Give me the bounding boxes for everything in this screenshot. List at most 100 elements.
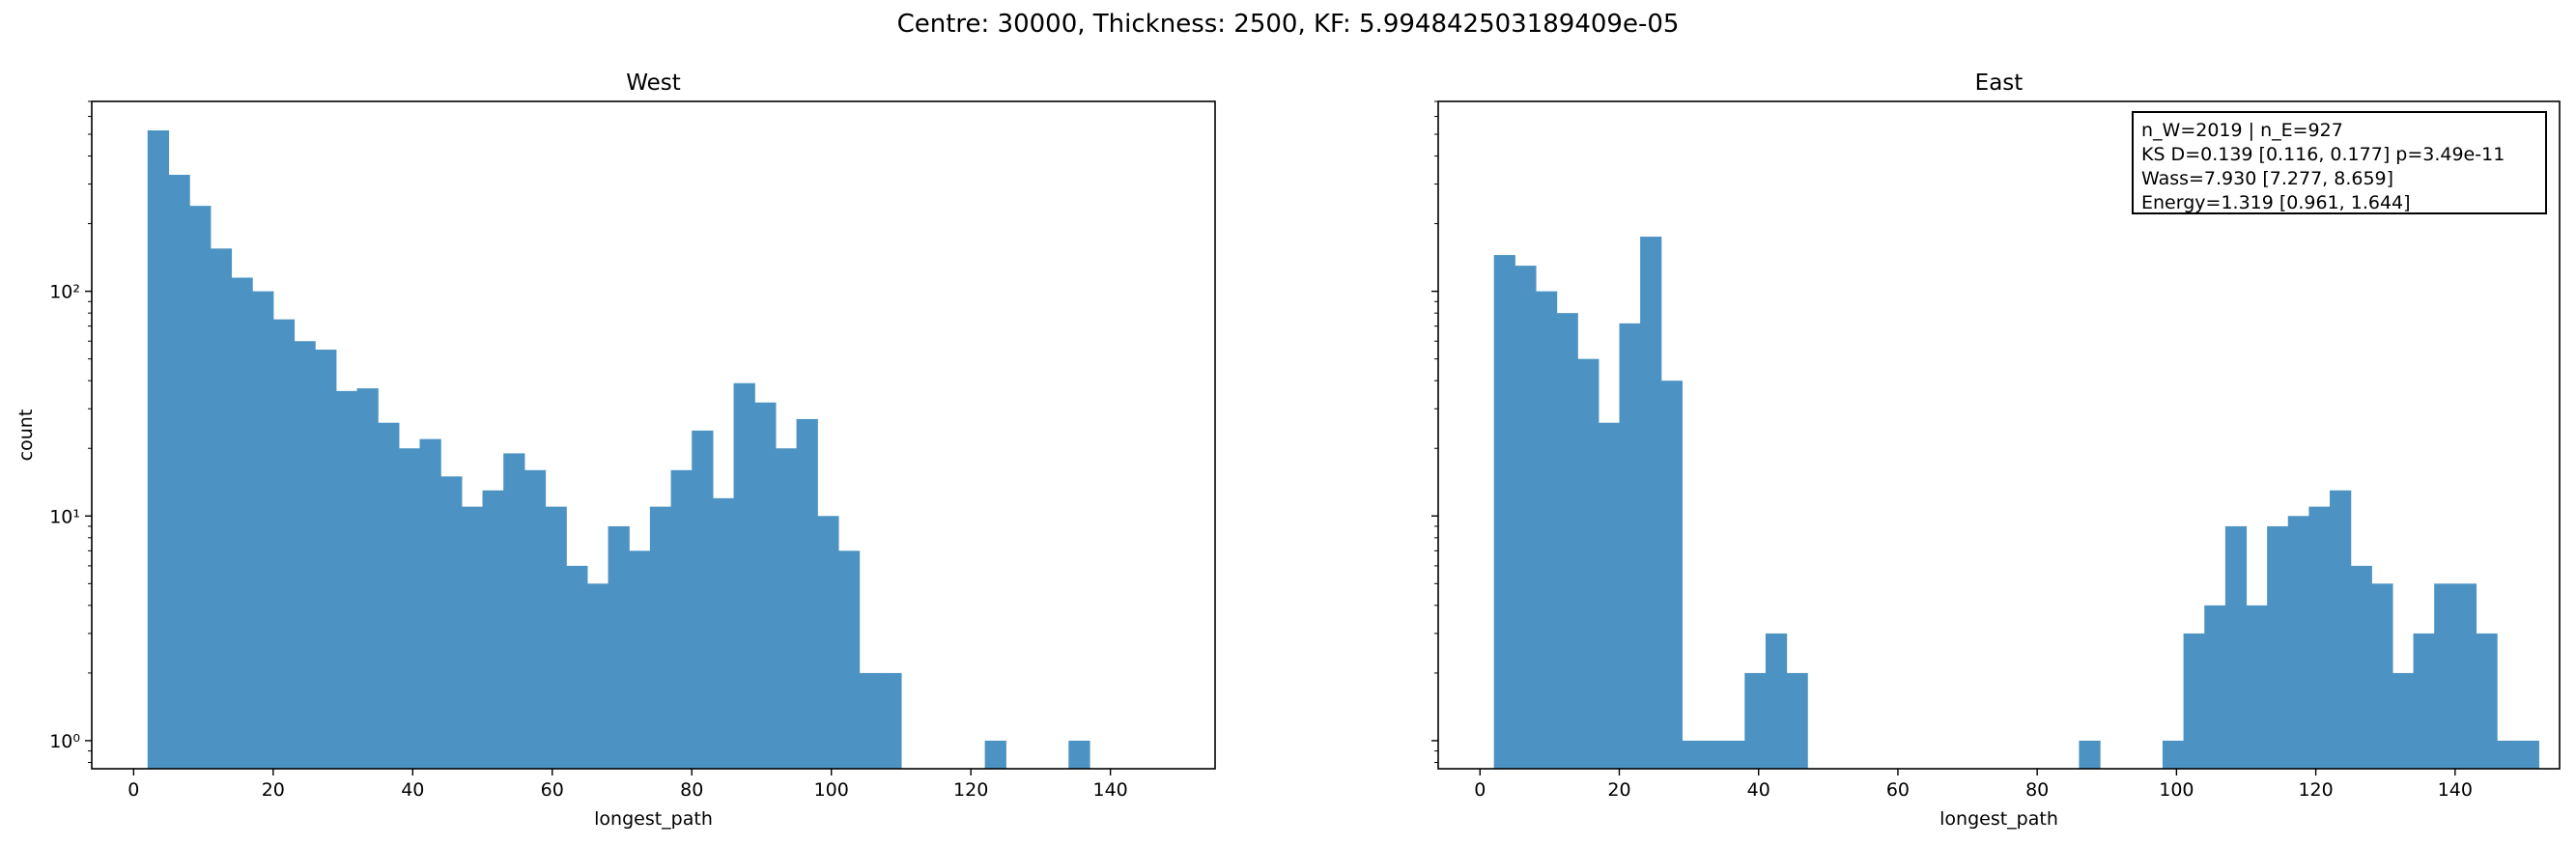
histogram-bar [1723, 740, 1745, 769]
histogram-bar [503, 453, 525, 769]
x-tick-label: 60 [1886, 779, 1910, 801]
stats-wasserstein: Wass=7.930 [7.277, 8.659] [2141, 168, 2394, 189]
histogram-bar [586, 583, 609, 769]
panel-title: East [1975, 70, 2024, 96]
histogram-bar [2476, 633, 2498, 769]
x-axis-label: longest_path [594, 808, 713, 830]
east-panel: 0 20 40 60 80 100 120 140 East longest_path [1431, 70, 2561, 830]
histogram-bar [524, 469, 547, 769]
histogram-bar [1765, 633, 1788, 769]
x-tick-label: 120 [953, 779, 988, 801]
histogram-bar [837, 550, 861, 769]
histogram-bar [398, 448, 421, 769]
histogram-bar [2350, 565, 2372, 769]
y-tick-label: 10⁰ [49, 731, 80, 752]
histogram-bar [2308, 506, 2331, 769]
histogram-bar [1703, 740, 1725, 769]
x-tick-label: 20 [1607, 779, 1630, 801]
histogram-bar [2267, 525, 2289, 769]
histogram-bar [545, 506, 567, 769]
histogram-bar [775, 448, 798, 769]
y-tick-label: 10² [49, 282, 80, 303]
histogram-bar [315, 350, 337, 769]
histogram-bar [608, 525, 630, 769]
histogram-bar [733, 382, 755, 769]
histogram-bar [1514, 266, 1537, 769]
histogram-bar [378, 422, 400, 769]
histogram-bar [294, 341, 316, 769]
x-tick-label: 60 [541, 779, 564, 801]
histogram-bar [356, 388, 379, 769]
histogram-bar [2413, 633, 2435, 769]
x-tick-label: 120 [2298, 779, 2333, 801]
histogram-bar [2454, 583, 2477, 769]
histogram-bar [2287, 516, 2309, 769]
x-tick-label: 0 [1474, 779, 1486, 801]
x-tick-label: 140 [2438, 779, 2473, 801]
histogram-bar [2162, 740, 2185, 769]
axes-frame [91, 100, 1216, 770]
histogram-bar [1598, 422, 1621, 769]
stats-sample-sizes: n_W=2019 | n_E=927 [2141, 120, 2343, 141]
histogram-bar [649, 506, 672, 769]
x-tick-label: 100 [2159, 779, 2194, 801]
x-tick-label: 100 [814, 779, 849, 801]
histogram-bar [2330, 490, 2352, 769]
histogram-bar [335, 390, 358, 769]
histogram-bar [984, 740, 1006, 769]
histogram-bar [1786, 672, 1808, 769]
histogram-bar [629, 550, 651, 769]
histogram-bar [2497, 740, 2519, 769]
histogram-bar [796, 418, 818, 769]
panel-title: West [626, 70, 681, 96]
x-tick-label: 20 [262, 779, 285, 801]
histogram-bar [1640, 237, 1662, 769]
x-tick-label: 40 [1747, 779, 1770, 801]
west-panel: 0 20 40 60 80 100 120 140 10⁰ 10¹ 10² West longest_p… [15, 70, 1216, 830]
histogram-bar [1682, 740, 1704, 769]
histogram-bar [1535, 291, 1558, 769]
histogram-bar [1619, 323, 1641, 769]
histogram-bar [670, 469, 693, 769]
stats-legend-box: n_W=2019 | n_E=927 KS D=0.139 [0.116, 0.… [2132, 111, 2547, 214]
histogram-bar [2204, 605, 2226, 769]
stats-energy: Energy=1.319 [0.961, 1.644] [2141, 192, 2411, 213]
histogram-bar [2183, 633, 2205, 769]
x-tick-label: 140 [1093, 779, 1128, 801]
histogram-bar [817, 516, 839, 769]
x-axis-label: longest_path [1939, 808, 2058, 830]
x-tick-label: 40 [401, 779, 424, 801]
histogram-bar [1068, 740, 1090, 769]
histogram-bar [712, 497, 735, 769]
x-tick-label: 80 [680, 779, 703, 801]
histogram-bar [1660, 381, 1683, 769]
histogram-bar [482, 490, 504, 769]
x-tick-label: 0 [127, 779, 139, 801]
histogram-bar [2392, 672, 2415, 769]
histogram-bar [147, 130, 170, 769]
histogram-bar [566, 565, 588, 769]
y-axis-label: count [15, 409, 37, 462]
histogram-bar [1493, 255, 1515, 769]
histogram-bar [461, 506, 484, 769]
stats-ks-test: KS D=0.139 [0.116, 0.177] p=3.49e-11 [2141, 144, 2505, 165]
histogram-bar [754, 402, 777, 769]
figure-suptitle: Centre: 30000, Thickness: 2500, KF: 5.99… [896, 10, 1680, 39]
histogram-bar [231, 277, 253, 769]
histogram-bar [2246, 605, 2268, 769]
y-tick-label: 10¹ [49, 506, 80, 527]
histogram-bar [2517, 740, 2539, 769]
x-tick-label: 80 [2025, 779, 2049, 801]
histogram-bar [189, 206, 212, 769]
axes-frame [1437, 100, 2561, 770]
histogram-bar [419, 438, 441, 769]
histogram-bar [1556, 313, 1578, 769]
histogram-bar [2224, 525, 2248, 769]
histogram-bar [168, 174, 190, 770]
histogram-bar [1577, 358, 1599, 769]
histogram-bar [252, 291, 274, 769]
histogram-bar [210, 248, 233, 770]
histogram-bar [880, 672, 902, 769]
